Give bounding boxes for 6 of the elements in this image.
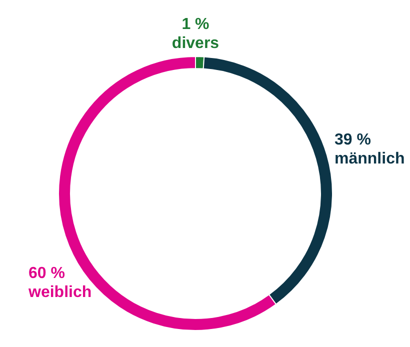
data-label: 60 % bbox=[28, 265, 65, 282]
slice-label: weiblich bbox=[28, 284, 92, 302]
slice-label: divers bbox=[172, 35, 220, 52]
slice-label: männlich bbox=[334, 150, 405, 168]
data-label: 1 % bbox=[182, 16, 210, 34]
data-label: 39 % bbox=[334, 131, 371, 148]
